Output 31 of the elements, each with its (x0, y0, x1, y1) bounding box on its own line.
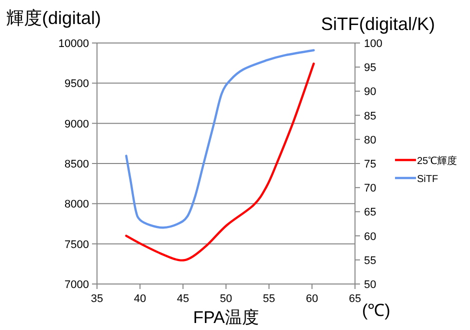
x-tick-label: 50 (220, 293, 232, 305)
y2-tick-label: 60 (364, 230, 376, 243)
y2-tick-label: 50 (364, 279, 376, 291)
y2-tick-label: 100 (364, 38, 382, 50)
y2-tick-label: 85 (364, 110, 376, 122)
x-tick-label: 40 (134, 293, 146, 305)
y-tick-label: 7500 (64, 238, 89, 251)
x-tick-label: 55 (262, 293, 276, 305)
x-tick-label: 60 (306, 293, 318, 305)
x-tick-label: 35 (90, 293, 104, 305)
y-tick-label: 9000 (64, 118, 89, 130)
y2-tick-label: 75 (364, 158, 376, 170)
x-tick-label: 45 (176, 293, 190, 305)
y2-tick-label: 65 (364, 206, 376, 219)
y2-tick-label: 55 (364, 254, 376, 267)
x-axis-title: FPA温度 (193, 308, 259, 327)
text: (℃) (362, 301, 390, 320)
y2-axis-title: SiTF(digital/K) (321, 14, 436, 34)
y-tick-label: 7000 (64, 279, 89, 291)
y-tick-label: 8000 (64, 198, 89, 211)
y-axis-title: 輝度(digital) (6, 8, 102, 28)
y2-tick-label: 80 (364, 134, 376, 146)
legend-label: 25℃輝度 (417, 155, 458, 167)
y-tick-label: 10000 (58, 38, 89, 50)
y-tick-label: 8500 (64, 158, 89, 170)
legend-label: SiTF (417, 174, 438, 185)
y2-tick-label: 70 (364, 182, 376, 195)
x-tick-label: 65 (348, 293, 362, 305)
y-tick-label: 9500 (64, 78, 89, 90)
y2-tick-label: 95 (364, 62, 376, 74)
y2-tick-label: 90 (364, 86, 376, 98)
